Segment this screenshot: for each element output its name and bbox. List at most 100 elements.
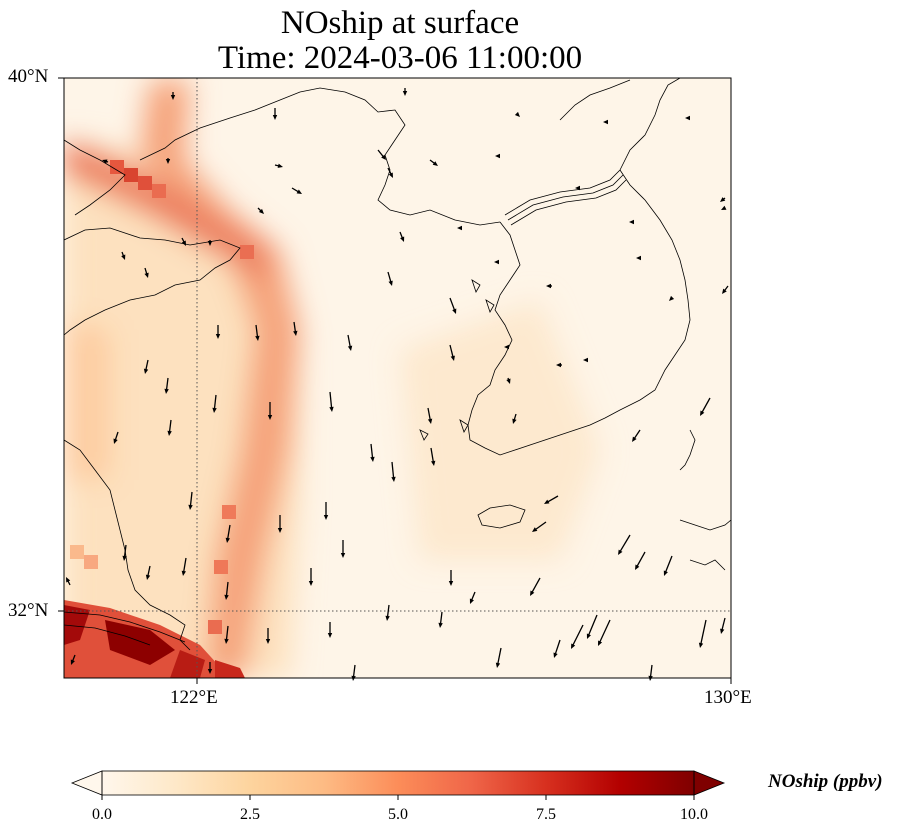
wind-arrow-shaft (530, 577, 541, 594)
wind-arrow-head (532, 527, 538, 532)
wind-arrow-head (122, 555, 127, 561)
colorbar-tick-label: 7.5 (536, 806, 556, 823)
map-frame (63, 77, 732, 679)
wind-arrow-head (512, 418, 517, 424)
wind-arrow-head (603, 119, 608, 125)
lon-tick-label-130e: 130°E (704, 687, 752, 708)
wind-arrow-head (586, 633, 591, 639)
wind-arrow-head (265, 639, 271, 644)
wind-arrow-head (143, 368, 149, 374)
wind-arrow-shaft (255, 324, 259, 339)
wind-arrow-head (323, 515, 329, 520)
wind-arrow-shaft (618, 534, 631, 553)
wind-arrow-head (530, 590, 535, 596)
wind-arrow-shaft (165, 377, 169, 392)
wind-arrow-head (170, 95, 176, 100)
gridlines (64, 78, 731, 678)
wind-arrow-head (598, 640, 603, 646)
wind-arrow-head (207, 241, 213, 246)
wind-arrow-head (669, 295, 675, 301)
wind-arrow-head (469, 598, 474, 604)
wind-arrow-shaft (699, 619, 707, 646)
wind-arrow-head (181, 240, 186, 246)
wind-arrow-shaft (439, 611, 443, 626)
wind-arrow-shaft (700, 397, 711, 414)
wind-arrow-head (385, 615, 390, 621)
wind-arrow-head (575, 185, 580, 191)
wind-arrow-head (225, 537, 230, 543)
wind-arrow-shaft (213, 394, 217, 411)
hotspot-cells (70, 160, 254, 634)
wind-arrow-shaft (225, 625, 229, 642)
wind-arrow-head (700, 410, 705, 416)
wind-arrow-head (145, 574, 151, 580)
wind-arrow-head (427, 418, 433, 424)
wind-arrow-shaft (571, 624, 584, 647)
wind-arrow-head (277, 528, 283, 533)
colorbar-tick-label: 10.0 (680, 806, 708, 823)
map-timestamp: Time: 2024-03-06 11:00:00 (217, 40, 583, 76)
wind-arrow-head (514, 111, 520, 117)
wind-arrow-shaft (123, 544, 127, 559)
wind-arrow-shaft (546, 495, 559, 504)
wind-arrow-head (188, 504, 193, 510)
wind-arrow-head (450, 355, 455, 361)
coastlines (64, 78, 731, 651)
wind-arrow-head (215, 334, 221, 339)
wind-arrow-shaft (430, 447, 435, 464)
wind-vectors (66, 88, 729, 681)
wind-arrow-shaft (347, 334, 352, 349)
wind-arrow-head (144, 272, 149, 278)
wind-arrow-shaft (449, 344, 454, 359)
wind-arrow-head (329, 406, 334, 412)
wind-arrow-shaft (427, 407, 432, 422)
wind-arrow-shaft (370, 443, 374, 460)
wind-arrow-head (400, 236, 405, 242)
colorbar-tick-label: 5.0 (388, 806, 408, 823)
wind-arrow-head (402, 91, 408, 96)
wind-arrow-head (452, 308, 457, 314)
lat-tick-label-32n: 32°N (8, 600, 49, 621)
wind-arrow-head (629, 219, 634, 225)
colorbar (70, 770, 726, 800)
wind-arrow-head (495, 662, 501, 668)
wind-arrow-shaft (182, 557, 187, 574)
wind-arrow-head (618, 549, 623, 555)
wind-arrow-head (272, 115, 278, 120)
wind-arrow-head (267, 415, 273, 420)
wind-arrow-head (556, 362, 561, 368)
wind-arrow-shaft (721, 617, 726, 632)
wind-arrow-head (438, 622, 443, 628)
wind-arrow-shaft (449, 297, 456, 312)
wind-arrow-head (448, 581, 454, 586)
axis-ticks (58, 77, 732, 684)
wind-arrow-shaft (635, 551, 646, 568)
wind-arrow-shaft (386, 604, 390, 619)
wind-arrow-head (391, 476, 396, 482)
wind-arrow-head (632, 436, 637, 442)
wind-arrow-head (506, 378, 511, 384)
colorbar-label: NOship (ppbv) (768, 771, 883, 792)
wind-arrow-shaft (598, 619, 611, 644)
wind-arrow-head (224, 638, 229, 644)
wind-arrow-shaft (391, 461, 395, 480)
wind-arrow-shaft (587, 614, 598, 637)
wind-arrow-head (583, 357, 588, 363)
wind-arrow-head (327, 633, 333, 638)
wind-arrow-shaft (554, 639, 561, 656)
wind-arrow-shaft (189, 491, 193, 508)
wind-arrow-head (388, 172, 393, 178)
wind-arrow-head (720, 197, 726, 202)
wind-arrow-head (635, 564, 640, 570)
wind-arrow-head (224, 594, 229, 600)
wind-arrow-head (571, 643, 576, 649)
wind-arrow-head (388, 280, 393, 286)
wind-arrow-head (546, 283, 551, 289)
wind-arrow-head (121, 254, 126, 260)
wind-arrow-head (504, 344, 509, 350)
wind-arrow-head (293, 330, 298, 336)
wind-arrow-head (181, 570, 186, 576)
wind-arrow-shaft (664, 555, 673, 574)
wind-arrow-shaft (534, 521, 547, 531)
